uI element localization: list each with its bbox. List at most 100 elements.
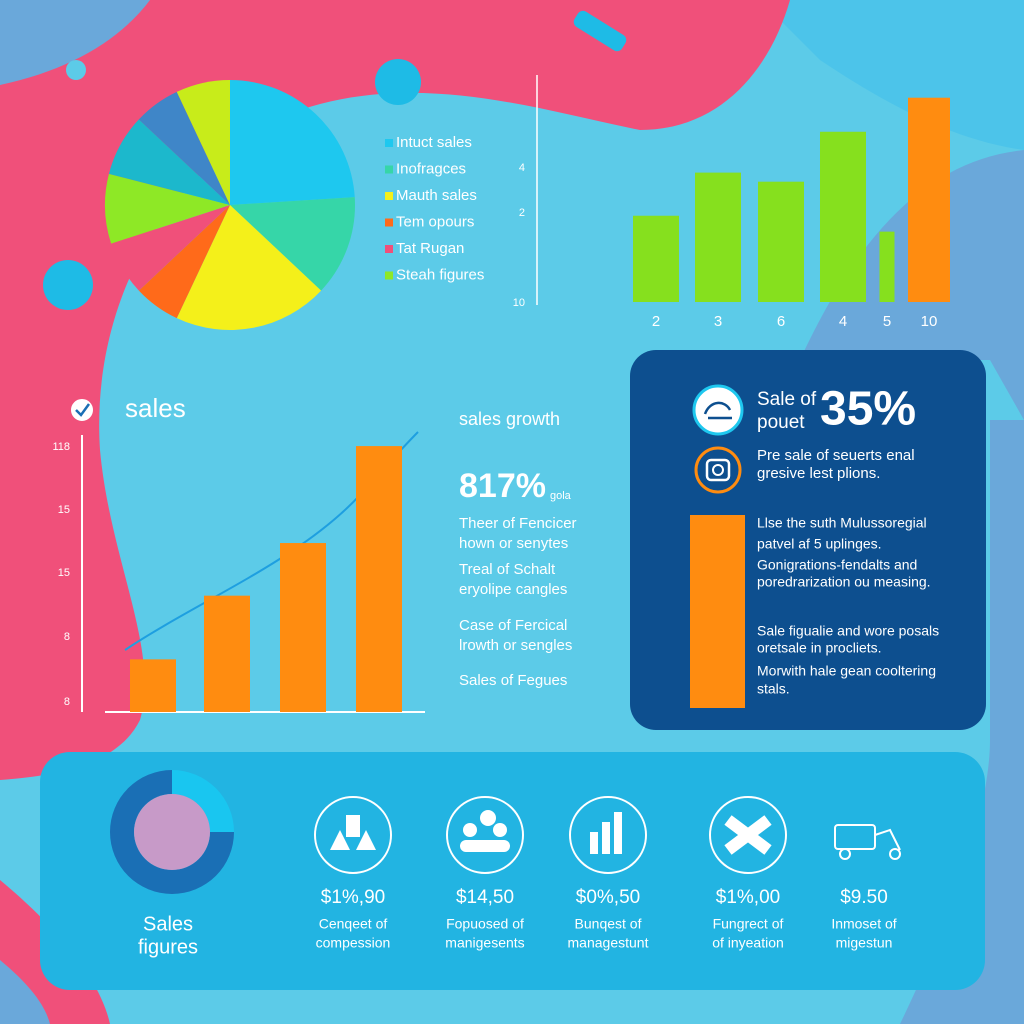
panel-icon [705, 458, 731, 482]
growth-line: Sales of Fegues [459, 672, 567, 689]
stat-label: Fopuosed of [446, 916, 524, 932]
stat-icon [590, 832, 598, 854]
pie-slice [230, 197, 355, 291]
stat-icon [569, 796, 647, 874]
panel-intro: gresive lest plions. [757, 465, 880, 482]
legend-label: Inofragces [396, 160, 466, 177]
decor-dot [43, 260, 93, 310]
stat-label: compession [316, 935, 391, 951]
pie-slice [111, 205, 230, 291]
y-axis-label: 4 [519, 162, 525, 174]
growth-line: Treal of Schalt [459, 561, 556, 578]
growth-line: Case of Fercical [459, 617, 567, 634]
x-tick-label: 2 [652, 313, 660, 330]
legend-label: Tat Rugan [396, 240, 464, 257]
legend-swatch [385, 139, 393, 147]
donut-label: figures [138, 936, 198, 958]
legend-swatch [385, 192, 393, 200]
pie-slice [108, 119, 230, 205]
legend-swatch [385, 245, 393, 253]
x-tick-label: 10 [921, 313, 938, 330]
legend-swatch [385, 165, 393, 174]
bar [908, 97, 950, 302]
bar [820, 131, 866, 302]
legend-label: Mauth sales [396, 187, 477, 204]
stat-value: $0%,50 [576, 887, 640, 908]
stat-icon [314, 796, 392, 874]
stat-icon [346, 815, 360, 837]
legend-label: Intuct sales [396, 134, 472, 151]
growth-title: sales growth [459, 409, 560, 429]
background-shape [0, 960, 50, 1024]
growth-line: Theer of Fencicer [459, 515, 577, 532]
stat-icon [834, 824, 876, 850]
pie-slice [105, 173, 230, 244]
legend-swatch [385, 218, 393, 227]
stat-label: Inmoset of [831, 916, 896, 932]
panel-figure: 35% [820, 383, 916, 436]
panel-heading: Sale of [757, 389, 817, 410]
growth-note: gola [550, 490, 572, 502]
stat-icon [480, 810, 496, 826]
stat-icon [709, 796, 787, 874]
panel-body: oretsale in procliets. [757, 640, 882, 656]
panel-icon [692, 384, 744, 436]
panel-heading: pouet [757, 412, 805, 433]
panel-body: Gonigrations-fendalts and [757, 557, 917, 573]
stat-icon [724, 815, 772, 855]
bar [879, 231, 895, 302]
pie-slice [176, 80, 230, 205]
growth-figure: 817% [459, 467, 546, 505]
stat-value: $1%,00 [716, 887, 780, 908]
pie-slice [176, 205, 322, 330]
y-axis-label: 118 [52, 441, 70, 453]
donut-center [134, 794, 210, 870]
stat-icon [330, 830, 376, 850]
pie-slice [230, 80, 355, 205]
stat-icon [463, 823, 477, 837]
panel-icon [694, 446, 742, 494]
pie-slice [138, 91, 230, 205]
check-icon [69, 397, 95, 423]
bar [633, 215, 679, 302]
panel-icon [712, 464, 724, 476]
stat-value: $1%,90 [321, 887, 385, 908]
stat-icon [446, 796, 524, 874]
check-icon [75, 403, 91, 417]
y-axis-label: 10 [513, 297, 525, 309]
growth-line: eryolipe cangles [459, 581, 567, 598]
y-axis-label: 2 [519, 207, 525, 219]
y-axis-label: 15 [58, 567, 70, 579]
background-shape [0, 0, 150, 85]
panel-body: Llse the suth Mulussoregial [757, 515, 927, 531]
bar [204, 595, 250, 712]
panel-body: Morwith hale gean cooltering [757, 663, 936, 679]
stat-label: migestun [836, 935, 893, 951]
decor-dot [66, 60, 86, 80]
y-axis-label: 8 [64, 696, 70, 708]
stat-icon [493, 823, 507, 837]
growth-line: lrowth or sengles [459, 637, 572, 654]
growth-line: hown or senytes [459, 535, 568, 552]
pie-slice [138, 205, 230, 319]
bar [280, 543, 326, 712]
x-tick-label: 5 [883, 313, 891, 330]
background-shape [900, 420, 1024, 1024]
stat-icon [602, 822, 610, 854]
stat-value: $14,50 [456, 887, 514, 908]
donut-segment [172, 770, 234, 832]
panel-intro: Pre sale of seuerts enal [757, 447, 915, 464]
y-axis-label: 15 [58, 504, 70, 516]
stat-icons [314, 796, 901, 874]
x-tick-label: 6 [777, 313, 785, 330]
decor-pill [573, 10, 627, 52]
stat-icon [889, 848, 901, 860]
stat-icon [614, 812, 622, 854]
panel-body: stals. [757, 681, 790, 697]
x-tick-label: 4 [839, 313, 847, 330]
panel-body: patvel af 5 uplinges. [757, 536, 882, 552]
stat-label: Bunqest of [575, 916, 642, 932]
donut-segment [110, 770, 234, 894]
